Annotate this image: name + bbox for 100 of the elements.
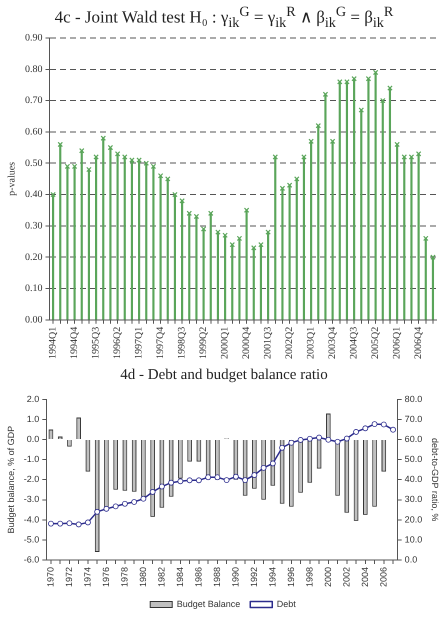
point bbox=[150, 164, 156, 170]
point bbox=[122, 154, 128, 160]
point bbox=[200, 226, 206, 232]
point bbox=[372, 421, 378, 427]
point bbox=[94, 508, 100, 515]
point bbox=[394, 142, 400, 148]
y2-axis-title: debt-to-GDP ratio, % bbox=[430, 438, 440, 522]
point bbox=[280, 186, 286, 192]
y-tick-label: 0.00 bbox=[25, 314, 42, 326]
x-tick-label: 2000Q1 bbox=[220, 326, 231, 360]
legend-label: Debt bbox=[276, 598, 296, 609]
point bbox=[325, 436, 332, 443]
x-tick-label: 1982 bbox=[156, 566, 166, 588]
point bbox=[64, 164, 70, 170]
point bbox=[79, 148, 84, 154]
x-tick-label: 1997Q1 bbox=[134, 326, 145, 360]
x-tick-label: 2004Q3 bbox=[348, 326, 360, 360]
x-tick-label: 2002 bbox=[341, 566, 352, 588]
point bbox=[205, 474, 212, 480]
y2-tick-label: 40.0 bbox=[404, 474, 422, 484]
point bbox=[58, 142, 63, 148]
point bbox=[236, 236, 242, 242]
y2-tick-label: 30.0 bbox=[404, 494, 422, 504]
x-tick-label: 1976 bbox=[100, 566, 111, 588]
point bbox=[140, 496, 146, 502]
point bbox=[168, 480, 174, 486]
y2-tick-label: 70.0 bbox=[404, 414, 422, 424]
y-tick-label: 2.0 bbox=[26, 394, 40, 404]
point bbox=[66, 520, 72, 526]
x-tick-label: 1978 bbox=[119, 566, 130, 588]
legend-label: Budget Balance bbox=[176, 598, 240, 609]
point bbox=[279, 444, 285, 451]
x-tick-label: 2002Q2 bbox=[284, 326, 296, 360]
point bbox=[72, 164, 78, 170]
point bbox=[272, 154, 278, 160]
point bbox=[372, 70, 378, 76]
point bbox=[380, 98, 386, 104]
point bbox=[408, 154, 414, 160]
point bbox=[150, 489, 156, 495]
point bbox=[144, 160, 149, 166]
point bbox=[129, 157, 135, 163]
x-tick-label: 2006Q4 bbox=[413, 326, 424, 360]
point bbox=[288, 440, 294, 446]
point bbox=[294, 176, 300, 182]
y-tick-label: -4.0 bbox=[24, 514, 40, 524]
point bbox=[270, 460, 276, 466]
y2-tick-label: 60.0 bbox=[404, 434, 422, 444]
point bbox=[316, 122, 321, 128]
point bbox=[402, 154, 408, 160]
y-tick-label: -6.0 bbox=[24, 554, 40, 564]
point bbox=[322, 92, 328, 98]
point bbox=[260, 464, 267, 471]
y2-tick-label: 0.0 bbox=[404, 554, 418, 564]
x-tick-label: 2004 bbox=[360, 566, 370, 588]
y-tick-label: -2.0 bbox=[24, 474, 40, 484]
point bbox=[286, 182, 292, 188]
point bbox=[232, 474, 239, 480]
y-axis-title: Budget balance, % of GDP bbox=[6, 426, 16, 534]
point bbox=[330, 138, 336, 144]
point bbox=[380, 422, 387, 428]
x-tick-label: 2005Q2 bbox=[370, 326, 382, 360]
point bbox=[76, 522, 82, 528]
point bbox=[258, 242, 264, 248]
x-tick-label: 1994 bbox=[267, 566, 278, 588]
x-tick-label: 1997Q4 bbox=[155, 326, 166, 360]
x-tick-label: 1998Q3 bbox=[176, 326, 188, 360]
y-tick-label: 0.10 bbox=[25, 283, 42, 294]
point bbox=[186, 477, 193, 484]
point bbox=[108, 144, 114, 150]
point bbox=[308, 138, 314, 144]
point bbox=[100, 135, 106, 141]
point bbox=[244, 207, 250, 213]
point bbox=[351, 76, 357, 82]
y-tick-label: -3.0 bbox=[24, 494, 40, 504]
y-tick-label: 1.0 bbox=[26, 414, 40, 424]
point bbox=[136, 157, 142, 163]
x-tick-label: 1974 bbox=[82, 566, 92, 588]
x-tick-label: 1998 bbox=[304, 566, 314, 588]
point bbox=[194, 214, 200, 220]
point bbox=[186, 210, 192, 216]
y-tick-label: 0.20 bbox=[25, 252, 42, 263]
point bbox=[93, 154, 99, 160]
x-tick-label: 2000 bbox=[322, 566, 333, 588]
point bbox=[334, 438, 340, 445]
y-tick-label: 0.30 bbox=[25, 220, 42, 232]
y-tick-label: 0.80 bbox=[25, 64, 42, 75]
point bbox=[122, 500, 128, 507]
x-tick-label: 2001Q3 bbox=[262, 326, 274, 360]
point bbox=[366, 76, 372, 82]
point bbox=[242, 477, 248, 483]
point bbox=[251, 472, 258, 478]
point bbox=[208, 210, 214, 216]
point bbox=[362, 425, 368, 432]
y-tick-label: -1.0 bbox=[24, 454, 40, 464]
point bbox=[416, 151, 422, 157]
y2-tick-label: 20.0 bbox=[404, 514, 422, 524]
point bbox=[316, 434, 322, 440]
y-tick-label: -5.0 bbox=[24, 534, 40, 544]
point bbox=[251, 245, 256, 250]
y-tick-label: 0.70 bbox=[25, 95, 42, 106]
